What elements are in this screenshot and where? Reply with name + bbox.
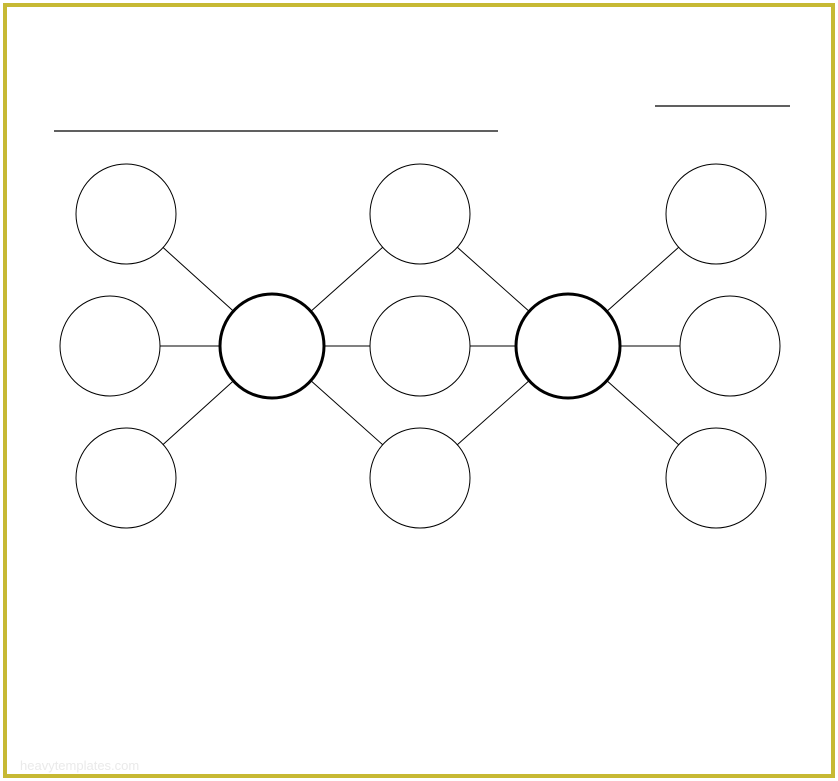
node-br (666, 428, 766, 528)
node-bl (76, 428, 176, 528)
node-mr (680, 296, 780, 396)
watermark-text: heavytemplates.com (20, 758, 139, 773)
diagram-canvas: heavytemplates.com (0, 0, 838, 781)
edge-hubR-tr (607, 247, 679, 311)
node-tr (666, 164, 766, 264)
node-hubL (220, 294, 324, 398)
edge-hubL-bl (163, 381, 233, 445)
edge-hubR-bc (457, 381, 529, 445)
edge-hubL-tc (311, 247, 383, 311)
node-tc (370, 164, 470, 264)
edge-hubR-br (607, 381, 679, 445)
node-mc (370, 296, 470, 396)
edge-hubL-tl (163, 248, 233, 312)
node-bc (370, 428, 470, 528)
node-hubR (516, 294, 620, 398)
edge-hubR-tc (457, 247, 529, 311)
edge-hubL-bc (311, 381, 383, 445)
node-tl (76, 164, 176, 264)
node-ml (60, 296, 160, 396)
